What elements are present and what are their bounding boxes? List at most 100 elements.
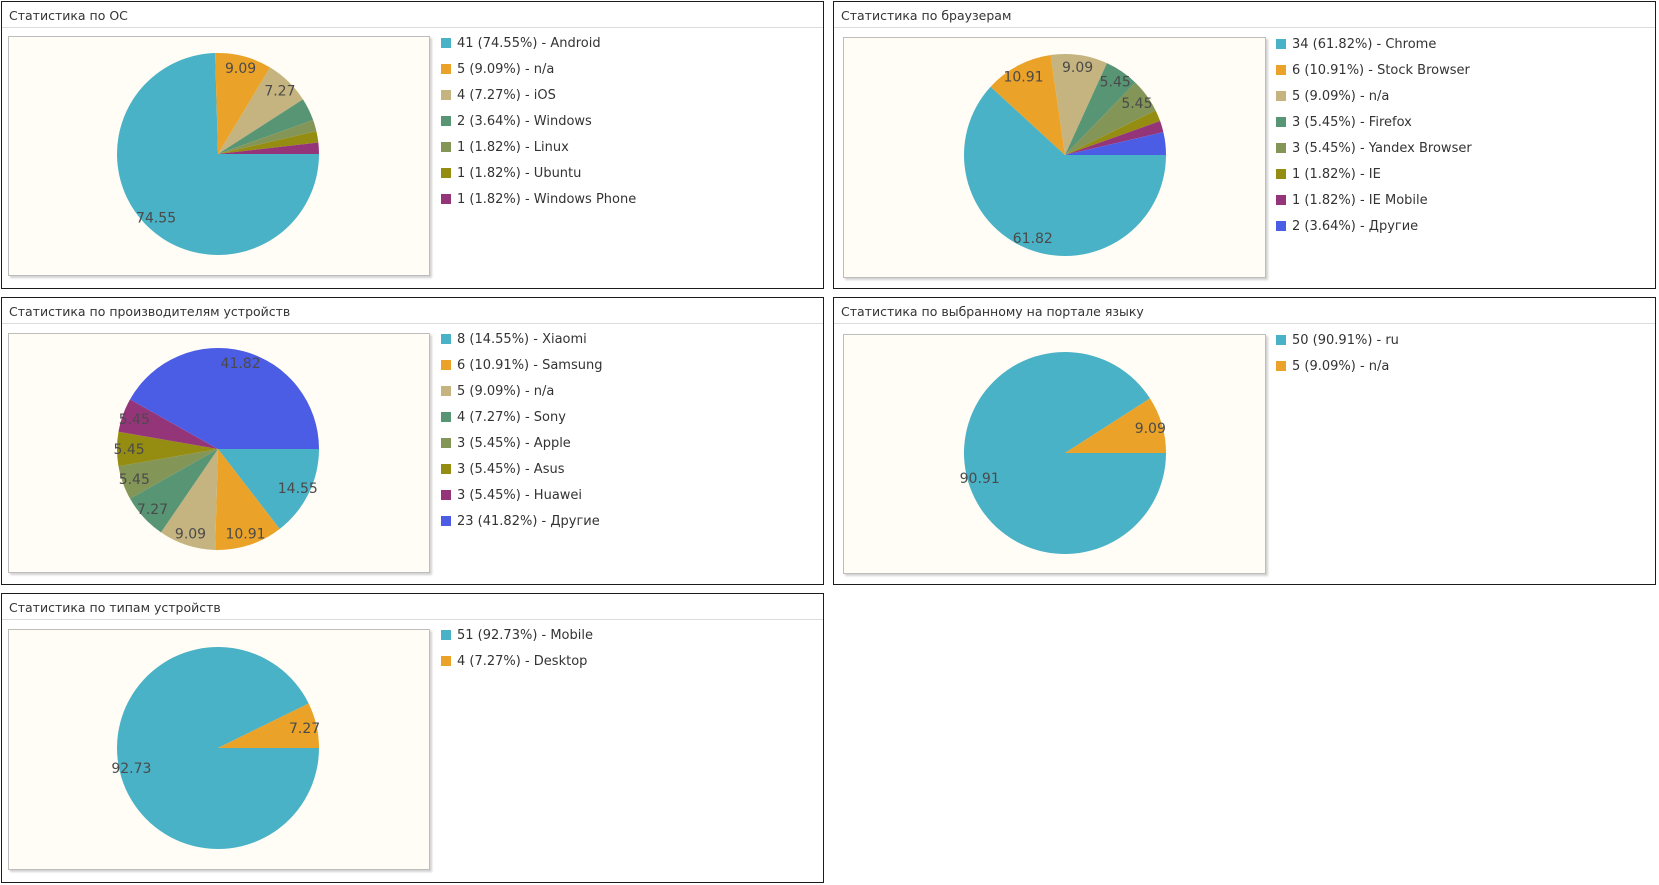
pie-slice[interactable] [964,351,1166,554]
pie-slice-label: 5.45 [1121,96,1152,112]
legend-swatch [441,38,451,48]
manufacturer-legend: 8 (14.55%) - Xiaomi 6 (10.91%) - Samsung 5… [441,326,602,534]
device-type-legend: 51 (92.73%) - Mobile 4 (7.27%) - Desktop [441,622,593,674]
legend-label: 51 (92.73%) - Mobile [457,627,593,643]
pie-slice[interactable] [1065,82,1156,155]
legend-label: 3 (5.45%) - Yandex Browser [1292,140,1472,156]
legend-item: 6 (10.91%) - Stock Browser [1276,57,1472,83]
pie-slice[interactable] [215,52,271,154]
legend-swatch [1276,91,1286,101]
manufacturer-stats-panel: Статистика по производителям устройств 1… [1,297,824,585]
pie-slice-label: 7.27 [264,83,295,99]
pie-slice[interactable] [1065,121,1164,155]
legend-swatch [1276,361,1286,371]
legend-label: 1 (1.82%) - IE Mobile [1292,192,1428,208]
legend-label: 41 (74.55%) - Android [457,35,601,51]
pie-slice[interactable] [118,399,218,449]
pie-slice[interactable] [1065,398,1166,453]
pie-slice-label: 10.91 [1003,69,1043,85]
pie-slice-label: 90.91 [960,471,1000,487]
pie-slice[interactable] [1065,63,1136,155]
legend-item: 2 (3.64%) - Windows [441,108,636,134]
legend-swatch [441,90,451,100]
pie-slice-label: 9.09 [225,61,256,77]
legend-label: 4 (7.27%) - Desktop [457,653,588,669]
legend-swatch [1276,65,1286,75]
pie-slice-label: 74.55 [136,211,176,227]
pie-slice[interactable] [218,67,303,154]
legend-item: 50 (90.91%) - ru [1276,327,1399,353]
pie-slice[interactable] [990,55,1065,155]
pie-slice[interactable] [964,86,1166,257]
legend-item: 4 (7.27%) - Sony [441,404,602,430]
pie-slice[interactable] [1065,110,1161,155]
legend-swatch [441,334,451,344]
pie-slice-label: 9.09 [1062,60,1093,76]
legend-item: 3 (5.45%) - Firefox [1276,109,1472,135]
os-legend: 41 (74.55%) - Android 5 (9.09%) - n/a 4 (7… [441,30,636,212]
pie-slice[interactable] [218,449,319,529]
legend-label: 1 (1.82%) - Windows Phone [457,191,637,207]
legend-item: 41 (74.55%) - Android [441,30,636,56]
panel-title: Статистика по ОС [2,2,823,28]
legend-label: 3 (5.45%) - Firefox [1292,114,1412,130]
pie-slice-label: 5.45 [119,412,150,428]
pie-slice[interactable] [116,53,319,255]
pie-slice[interactable] [130,347,319,449]
legend-item: 3 (5.45%) - Apple [441,430,602,456]
pie-slice[interactable] [218,120,317,154]
pie-slice-label: 7.27 [289,721,320,737]
pie-slice[interactable] [117,431,218,467]
legend-swatch [441,360,451,370]
legend-label: 5 (9.09%) - n/a [1292,358,1390,374]
legend-item: 4 (7.27%) - iOS [441,82,636,108]
pie-plot-area: 74.55 9.09 7.27 [8,36,430,276]
pie-slice[interactable] [130,449,218,533]
legend-swatch [1276,335,1286,345]
legend-label: 3 (5.45%) - Huawei [457,487,583,503]
pie-slice[interactable] [116,646,320,849]
pie-plot-area: 61.82 10.91 9.09 5.45 5.45 [843,37,1266,278]
legend-swatch [441,630,451,640]
pie-slice-label: 5.45 [119,472,150,488]
legend-label: 34 (61.82%) - Chrome [1292,36,1437,52]
legend-swatch [441,516,451,526]
pie-slice[interactable] [118,449,218,499]
pie-slice[interactable] [218,142,319,154]
pie-slice-label: 92.73 [111,761,151,777]
legend-label: 2 (3.64%) - Windows [457,113,592,129]
pie-slice[interactable] [160,449,218,550]
legend-swatch [1276,195,1286,205]
legend-item: 5 (9.09%) - n/a [1276,353,1399,379]
pie-slice-label: 5.45 [114,442,145,458]
pie-slice[interactable] [218,131,319,154]
language-legend: 50 (90.91%) - ru 5 (9.09%) - n/a [1276,327,1399,379]
legend-label: 5 (9.09%) - n/a [457,61,555,77]
legend-swatch [1276,39,1286,49]
pie-slice-label: 9.09 [1135,421,1166,437]
legend-item: 1 (1.82%) - Linux [441,134,636,160]
pie-slice-label: 14.55 [278,481,318,497]
legend-item: 1 (1.82%) - Ubuntu [441,160,636,186]
legend-label: 23 (41.82%) - Другие [457,513,600,529]
legend-swatch [441,142,451,152]
os-pie-chart: 74.55 9.09 7.27 [116,52,319,255]
panel-title: Статистика по производителям устройств [2,298,823,324]
manufacturer-pie-chart: 14.55 10.91 9.09 7.27 5.45 5.45 5.45 41.82 [114,347,319,551]
panel-title: Статистика по выбранному на портале язык… [834,298,1655,324]
legend-label: 8 (14.55%) - Xiaomi [457,331,587,347]
pie-slice[interactable] [218,99,314,154]
legend-item: 23 (41.82%) - Другие [441,508,602,534]
legend-swatch [441,464,451,474]
pie-slice-label: 10.91 [225,527,265,543]
legend-swatch [1276,117,1286,127]
browser-pie-chart: 61.82 10.91 9.09 5.45 5.45 [964,54,1166,257]
pie-plot-area: 90.91 9.09 [843,334,1266,574]
legend-swatch [441,438,451,448]
legend-swatch [441,168,451,178]
pie-slice[interactable] [215,449,280,551]
legend-label: 3 (5.45%) - Apple [457,435,571,451]
pie-slice[interactable] [218,703,319,748]
pie-slice[interactable] [1050,54,1107,155]
pie-slice[interactable] [1065,132,1166,155]
